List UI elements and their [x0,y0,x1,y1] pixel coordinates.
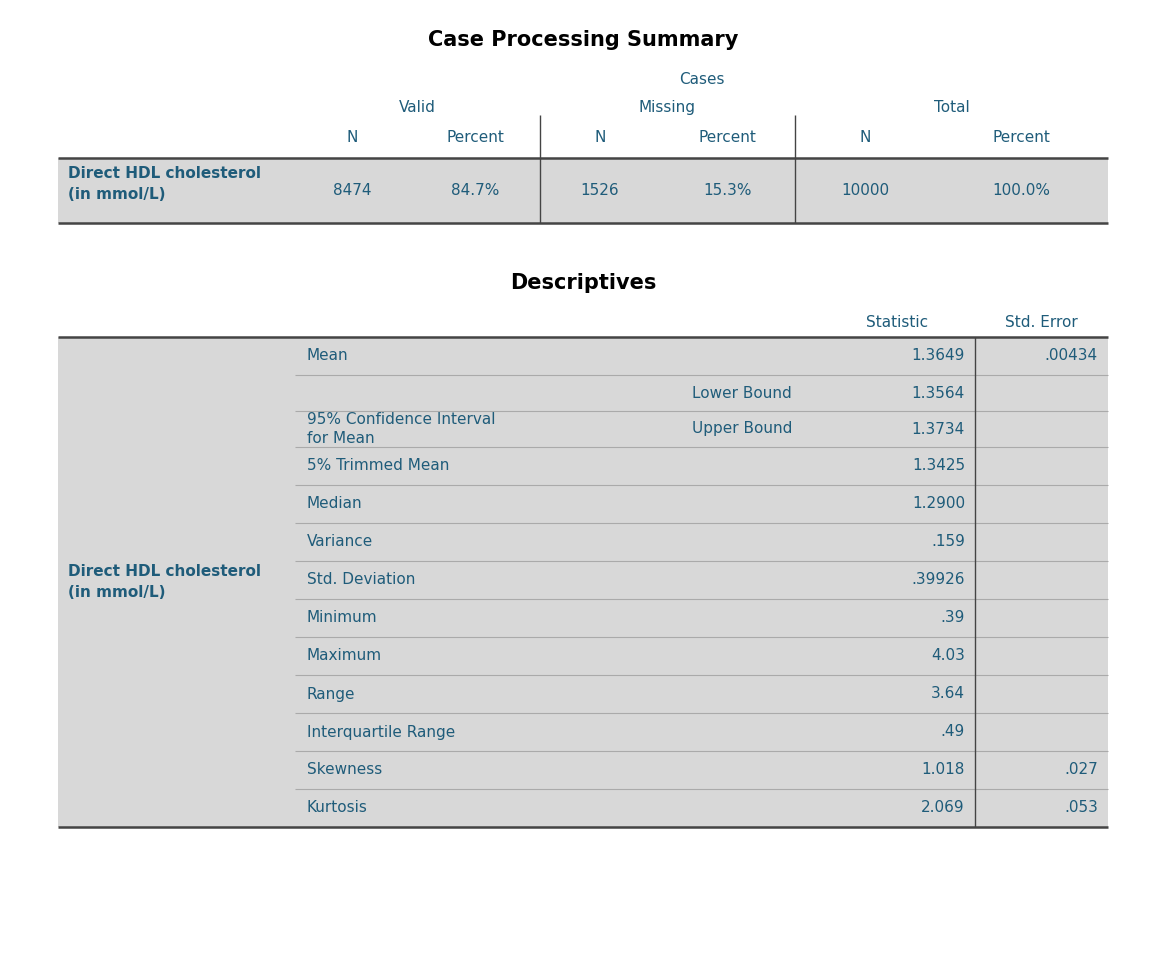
Text: Median: Median [307,497,363,511]
Text: .39: .39 [941,611,965,625]
Text: Std. Deviation: Std. Deviation [307,573,415,587]
Text: Cases: Cases [679,72,724,87]
Text: N: N [859,130,871,145]
Text: Minimum: Minimum [307,611,378,625]
Text: 5% Trimmed Mean: 5% Trimmed Mean [307,459,449,473]
Text: Upper Bound: Upper Bound [691,422,793,436]
Text: 1.3649: 1.3649 [912,349,965,363]
Text: 10000: 10000 [841,183,888,198]
Text: Total: Total [934,100,969,115]
Text: Range: Range [307,687,356,701]
Text: Statistic: Statistic [866,315,928,330]
Text: Valid: Valid [399,100,436,115]
Text: 8474: 8474 [333,183,372,198]
Text: N: N [346,130,358,145]
Text: Std. Error: Std. Error [1005,315,1077,330]
Text: 4.03: 4.03 [932,649,965,663]
Text: Maximum: Maximum [307,649,382,663]
Text: 84.7%: 84.7% [451,183,499,198]
Text: .39926: .39926 [912,573,965,587]
Text: 2.069: 2.069 [921,801,965,815]
Text: 1.3564: 1.3564 [912,386,965,400]
Text: Case Processing Summary: Case Processing Summary [428,30,738,50]
Text: Percent: Percent [447,130,504,145]
Text: .49: .49 [941,725,965,739]
Text: 1.3734: 1.3734 [912,422,965,436]
Text: Lower Bound: Lower Bound [691,386,792,400]
Text: 1.3425: 1.3425 [912,459,965,473]
Text: Percent: Percent [992,130,1051,145]
Text: Variance: Variance [307,535,373,549]
Text: 95% Confidence Interval
for Mean: 95% Confidence Interval for Mean [307,412,496,446]
Bar [58,158,1108,223]
Text: .159: .159 [932,535,965,549]
Text: Descriptives: Descriptives [510,273,656,293]
Text: Mean: Mean [307,349,349,363]
Text: 15.3%: 15.3% [703,183,752,198]
Text: Interquartile Range: Interquartile Range [307,725,455,739]
Text: 1526: 1526 [581,183,619,198]
Text: Kurtosis: Kurtosis [307,801,368,815]
Text: .027: .027 [1065,763,1098,777]
Text: Missing: Missing [639,100,696,115]
Text: Direct HDL cholesterol
(in mmol/L): Direct HDL cholesterol (in mmol/L) [68,564,261,600]
Bar [58,337,1108,827]
Text: N: N [595,130,605,145]
Text: Direct HDL cholesterol
(in mmol/L): Direct HDL cholesterol (in mmol/L) [68,166,261,202]
Text: 3.64: 3.64 [930,687,965,701]
Text: Percent: Percent [698,130,757,145]
Text: Skewness: Skewness [307,763,382,777]
Text: 100.0%: 100.0% [992,183,1051,198]
Text: 1.018: 1.018 [921,763,965,777]
Text: .053: .053 [1065,801,1098,815]
Text: .00434: .00434 [1045,349,1098,363]
Text: 1.2900: 1.2900 [912,497,965,511]
